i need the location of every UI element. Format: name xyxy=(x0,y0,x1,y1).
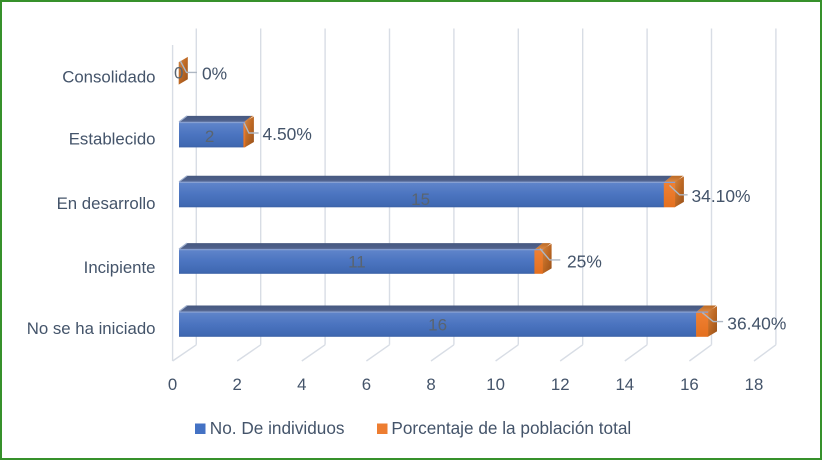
svg-text:8: 8 xyxy=(426,375,435,394)
svg-text:25%: 25% xyxy=(567,252,602,272)
svg-text:En desarrollo: En desarrollo xyxy=(57,194,156,213)
svg-text:16: 16 xyxy=(680,375,699,394)
svg-text:No. De individuos: No. De individuos xyxy=(210,418,345,438)
svg-text:4: 4 xyxy=(297,375,306,394)
svg-text:Establecido: Establecido xyxy=(69,130,156,149)
svg-text:0: 0 xyxy=(168,375,177,394)
svg-text:No se ha iniciado: No se ha iniciado xyxy=(27,319,156,338)
svg-text:Consolidado: Consolidado xyxy=(62,68,155,87)
svg-text:18: 18 xyxy=(745,375,764,394)
svg-text:6: 6 xyxy=(362,375,371,394)
svg-text:4.50%: 4.50% xyxy=(263,124,312,144)
svg-text:12: 12 xyxy=(551,375,570,394)
svg-text:10: 10 xyxy=(486,375,505,394)
svg-text:11: 11 xyxy=(348,253,366,272)
svg-text:16: 16 xyxy=(428,315,447,334)
svg-text:0: 0 xyxy=(174,64,183,83)
svg-text:15: 15 xyxy=(411,190,430,209)
svg-text:Porcentaje de la población tot: Porcentaje de la población total xyxy=(391,418,631,438)
svg-text:2: 2 xyxy=(233,375,242,394)
svg-text:14: 14 xyxy=(615,375,634,394)
svg-text:2: 2 xyxy=(205,127,214,146)
svg-text:0%: 0% xyxy=(202,64,227,84)
svg-text:36.40%: 36.40% xyxy=(727,314,786,334)
svg-text:34.10%: 34.10% xyxy=(692,186,751,206)
svg-text:Incipiente: Incipiente xyxy=(84,258,156,277)
